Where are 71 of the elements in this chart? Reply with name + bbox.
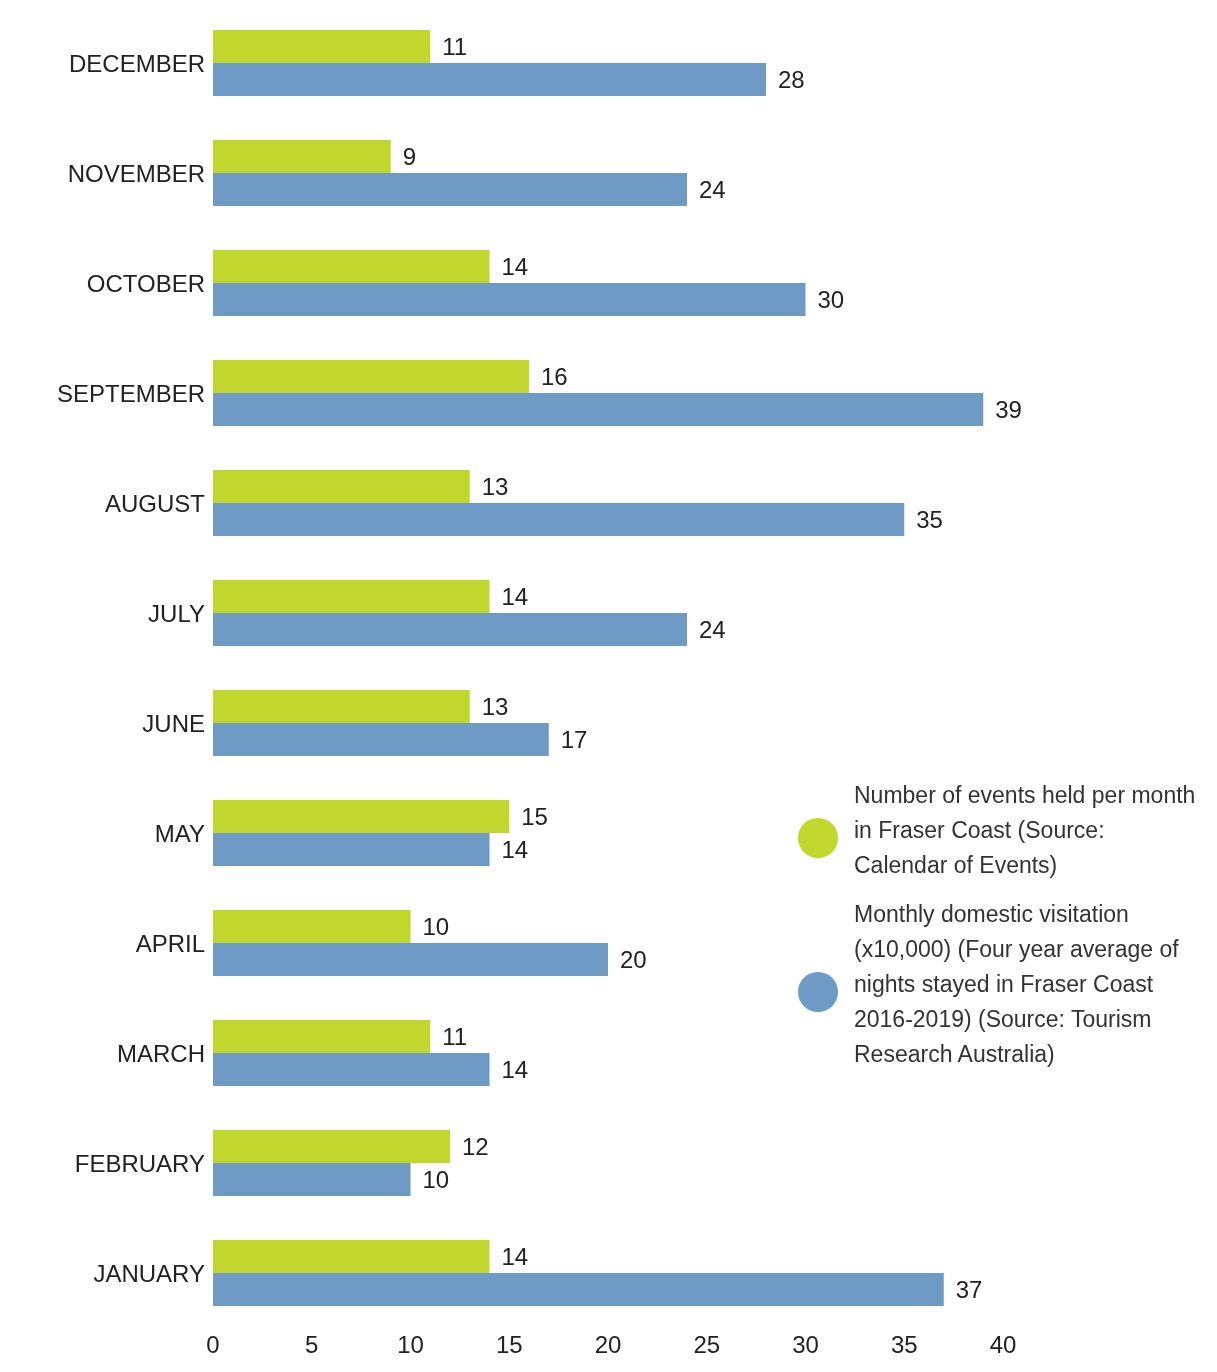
data-label: 13 [481, 473, 509, 501]
x-tick-label: 20 [594, 1331, 622, 1359]
data-label: 30 [817, 286, 845, 314]
bar [213, 250, 490, 283]
bar [213, 910, 411, 943]
bar [213, 800, 510, 833]
y-tick-label: AUGUST [104, 489, 206, 517]
x-tick-label: 25 [693, 1331, 721, 1359]
data-label: 11 [442, 33, 468, 61]
data-label: 20 [620, 946, 647, 974]
bar [213, 1053, 490, 1086]
data-label: 15 [521, 803, 548, 831]
bar [213, 1130, 450, 1163]
data-label: 14 [501, 836, 529, 864]
legend-label: Number of events held per month in Fraser Coast (Source: Calendar of Events) [854, 781, 1197, 880]
x-tick-label: 15 [495, 1331, 523, 1359]
bar [213, 723, 549, 756]
bar [213, 360, 529, 393]
x-tick-label: 35 [890, 1331, 918, 1359]
bar [213, 283, 806, 316]
bar [213, 63, 766, 96]
bar [213, 503, 905, 536]
bar [213, 833, 490, 866]
data-label: 10 [422, 913, 450, 941]
x-tick-label: 5 [305, 1331, 319, 1359]
x-tick-label: 40 [989, 1331, 1017, 1359]
y-tick-label: JUNE [142, 709, 205, 737]
y-tick-label: JANUARY [93, 1259, 205, 1287]
data-label: 12 [462, 1133, 489, 1161]
data-label: 14 [501, 1243, 529, 1271]
y-tick-label: SEPTEMBER [56, 379, 205, 407]
x-tick-label: 0 [206, 1331, 220, 1359]
data-label: 14 [501, 1056, 529, 1084]
y-tick-label: APRIL [135, 929, 205, 957]
y-tick-label: DECEMBER [68, 49, 205, 77]
data-label: 24 [699, 176, 726, 204]
data-label: 13 [481, 693, 509, 721]
y-tick-label: NOVEMBER [67, 159, 205, 187]
data-label: 17 [560, 726, 588, 754]
x-tick-label: 10 [397, 1331, 424, 1359]
bar [213, 30, 431, 63]
data-label: 39 [995, 396, 1022, 424]
data-label: 10 [422, 1166, 450, 1194]
y-tick-label: OCTOBER [86, 269, 205, 297]
bar [213, 1020, 431, 1053]
bar [213, 943, 608, 976]
bar [213, 140, 391, 173]
bar [213, 1240, 490, 1273]
data-label: 14 [501, 253, 529, 281]
bar [213, 1273, 944, 1306]
data-label: 24 [699, 616, 726, 644]
y-tick-label: FEBRUARY [74, 1149, 205, 1177]
data-label: 37 [955, 1276, 983, 1304]
y-tick-label: MAY [154, 819, 205, 847]
data-label: 35 [916, 506, 943, 534]
bar [213, 173, 687, 206]
y-tick-label: MARCH [117, 1039, 205, 1067]
data-label: 14 [501, 583, 529, 611]
y-tick-label: JULY [148, 599, 205, 627]
bar [213, 613, 687, 646]
legend-label: Monthly domestic visitation (x10,000) (Four year average of nights stayed in Fraser Coast 2016-2019) (Source: Tourism Research Australia) [854, 900, 1180, 1069]
data-label: 11 [442, 1023, 468, 1051]
x-tick-label: 30 [792, 1331, 819, 1359]
bar [213, 580, 490, 613]
bar [213, 393, 984, 426]
bar [213, 1163, 411, 1196]
data-label: 9 [402, 143, 417, 171]
bar [213, 690, 470, 723]
data-label: 28 [778, 66, 805, 94]
data-label: 16 [541, 363, 568, 391]
bar [213, 470, 470, 503]
